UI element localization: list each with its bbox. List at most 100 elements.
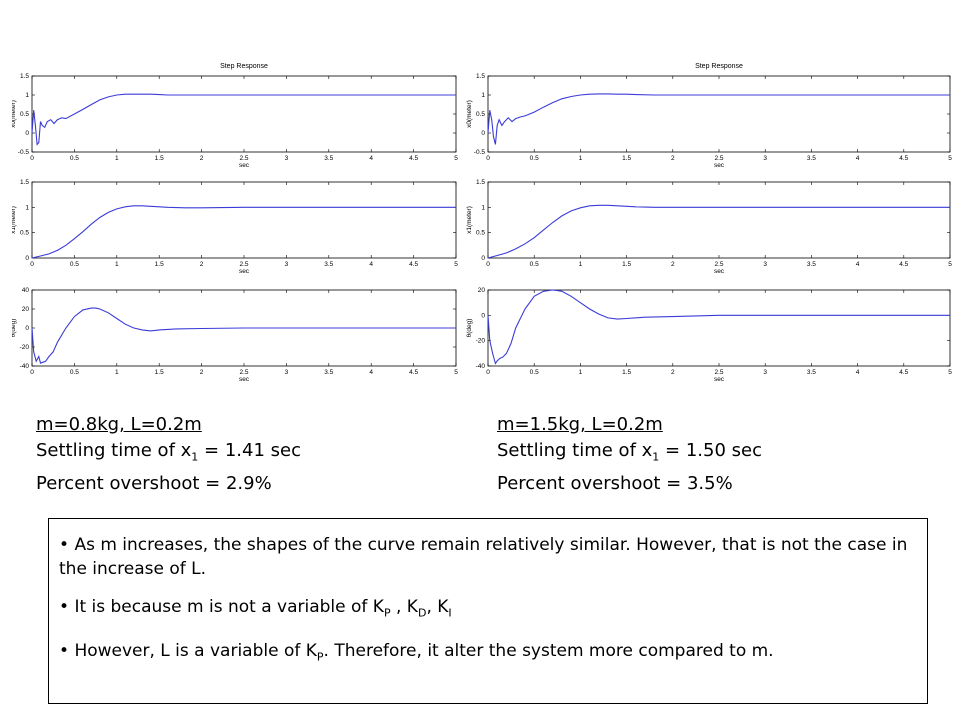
x-tick-label: 4.5: [409, 369, 418, 376]
x-tick-label: 1: [115, 155, 119, 162]
panel-3: 0 0.5 1 1.5 2 2.5 3 3.5 4 4.5 5 -40 -20 0 20 sec θ(deg): [466, 287, 952, 383]
series-line: [487, 289, 950, 365]
series-line: [31, 93, 456, 146]
plot-frame: [31, 181, 457, 259]
x-axis-label: sec: [239, 162, 250, 169]
note-bullet-1: • As m increases, the shapes of the curv…: [59, 535, 908, 579]
series-line: [31, 307, 456, 364]
x-tick-label: 2.5: [239, 155, 248, 162]
y-tick-label: 0: [481, 130, 485, 137]
panel-2: 0 0.5 1 1.5 2 2.5 3 3.5 4 4.5 5 0 0.5 1 1.5 sec x1(meter…: [10, 179, 458, 275]
y-tick-label: 1: [25, 204, 29, 211]
plot-frame: [487, 75, 951, 153]
x-tick-label: 3.5: [807, 261, 816, 268]
y-tick-label: 1: [481, 204, 485, 211]
y-tick-label: -40: [20, 363, 30, 370]
plot-frame: [31, 75, 457, 153]
x-tick-label: 3.5: [324, 369, 333, 376]
x-tick-label: 3: [763, 155, 767, 162]
panel-1: 0 0.5 1 1.5 2 2.5 3 3.5 4 4.5 5-0.500.511.5secx0(m…: [466, 73, 952, 169]
y-tick-label: 20: [478, 287, 486, 294]
x-tick-label: 4: [856, 369, 860, 376]
x-tick-label: 4.5: [899, 155, 908, 162]
x-axis-label: sec: [714, 376, 725, 383]
x-tick-label: 4: [369, 155, 373, 162]
x-tick-label: 4.5: [899, 369, 908, 376]
x-axis-label: sec: [714, 162, 725, 169]
x-tick-label: 2: [671, 261, 675, 268]
y-tick-label: 1.5: [20, 179, 29, 186]
x-tick-label: 2.5: [714, 261, 723, 268]
x-tick-label: 0.5: [70, 261, 79, 268]
x-tick-label: 0: [30, 155, 34, 162]
x-axis-label: sec: [239, 376, 250, 383]
x-tick-label: 3: [285, 261, 289, 268]
y-tick-label: -40: [476, 363, 486, 370]
x-tick-label: 3: [285, 155, 289, 162]
right-params: m=1.5kg, L=0.2m: [497, 414, 663, 435]
y-axis-label: x0(meter): [466, 100, 473, 128]
x-tick-label: 0: [30, 261, 34, 268]
x-tick-label: 1.5: [155, 261, 164, 268]
y-tick-label: 1: [25, 92, 29, 99]
y-tick-label: 1.5: [20, 73, 29, 80]
x-tick-label: 1: [579, 261, 583, 268]
x-tick-label: 5: [948, 369, 952, 376]
x-tick-label: 4.5: [409, 261, 418, 268]
x-tick-label: 0.5: [70, 369, 79, 376]
x-tick-label: 3: [285, 369, 289, 376]
x-tick-label: 4: [369, 369, 373, 376]
notes-box: • As m increases, the shapes of the curv…: [48, 518, 928, 704]
x-tick-label: 0.5: [530, 261, 539, 268]
note-bullet-3: • However, L is a variable of KP. Theref…: [59, 641, 774, 664]
x-axis-label: sec: [239, 268, 250, 275]
y-axis-label: x1(meter): [12, 206, 17, 234]
x-tick-label: 3.5: [807, 369, 816, 376]
x-tick-label: 2: [200, 369, 204, 376]
y-tick-label: 1.5: [476, 73, 485, 80]
left-settling-time: Settling time of x1 = 1.41 sec: [36, 440, 301, 464]
x-tick-label: 4: [856, 261, 860, 268]
x-tick-label: 0.5: [70, 155, 79, 162]
panel-2: 0 0.5 1 1.5 2 2.5 3 3.5 4 4.5 5 0 0.5 1 1.5 sec x1(meter…: [466, 179, 952, 275]
x-tick-label: 2.5: [239, 369, 248, 376]
y-tick-label: 1.5: [476, 179, 485, 186]
x-tick-label: 2.5: [239, 261, 248, 268]
x-tick-label: 3: [763, 261, 767, 268]
x-tick-label: 0.5: [530, 155, 539, 162]
y-tick-label: -0.5: [474, 149, 486, 156]
x-tick-label: 4.5: [409, 155, 418, 162]
x-tick-label: 5: [948, 155, 952, 162]
left-overshoot: Percent overshoot = 2.9%: [36, 472, 272, 494]
x-tick-label: 4: [369, 261, 373, 268]
y-tick-label: 0: [481, 312, 485, 319]
x-tick-label: 2: [671, 369, 675, 376]
x-tick-label: 5: [454, 155, 458, 162]
y-axis-label: x1(meter): [466, 206, 473, 234]
panel-1: 0 0.5 1 1.5 2 2.5 3 3.5 4 4.5 5-0.500.511.5secx0(m…: [10, 73, 458, 169]
x-tick-label: 2.5: [714, 155, 723, 162]
x-tick-label: 3: [763, 369, 767, 376]
left-caption: m=0.8kg, L=0.2m Settling time of x1 = 1.…: [36, 412, 301, 497]
y-tick-label: 0.5: [476, 230, 485, 237]
plot-frame: [487, 289, 951, 367]
x-tick-label: 2: [200, 155, 204, 162]
x-tick-label: 3.5: [324, 155, 333, 162]
x-tick-label: 3.5: [324, 261, 333, 268]
x-tick-label: 0.5: [530, 369, 539, 376]
x-tick-label: 0: [30, 369, 34, 376]
y-tick-label: 1: [481, 92, 485, 99]
left-figure: Step Response 0 0.5 1 1.5 2 2.5 3 3.5 4 4.5 5 -0.5 0 0…: [10, 60, 460, 390]
x-tick-label: 0: [486, 261, 490, 268]
y-tick-label: 0: [25, 130, 29, 137]
x-tick-label: 2.5: [714, 369, 723, 376]
x-tick-label: 4: [856, 155, 860, 162]
right-settling-time: Settling time of x1 = 1.50 sec: [497, 440, 762, 464]
y-tick-label: 0: [25, 325, 29, 332]
y-tick-label: 0.5: [20, 230, 29, 237]
x-tick-label: 1.5: [622, 155, 631, 162]
x-tick-label: 1: [115, 369, 119, 376]
note-bullet-2: • It is because m is not a variable of K…: [59, 597, 452, 620]
